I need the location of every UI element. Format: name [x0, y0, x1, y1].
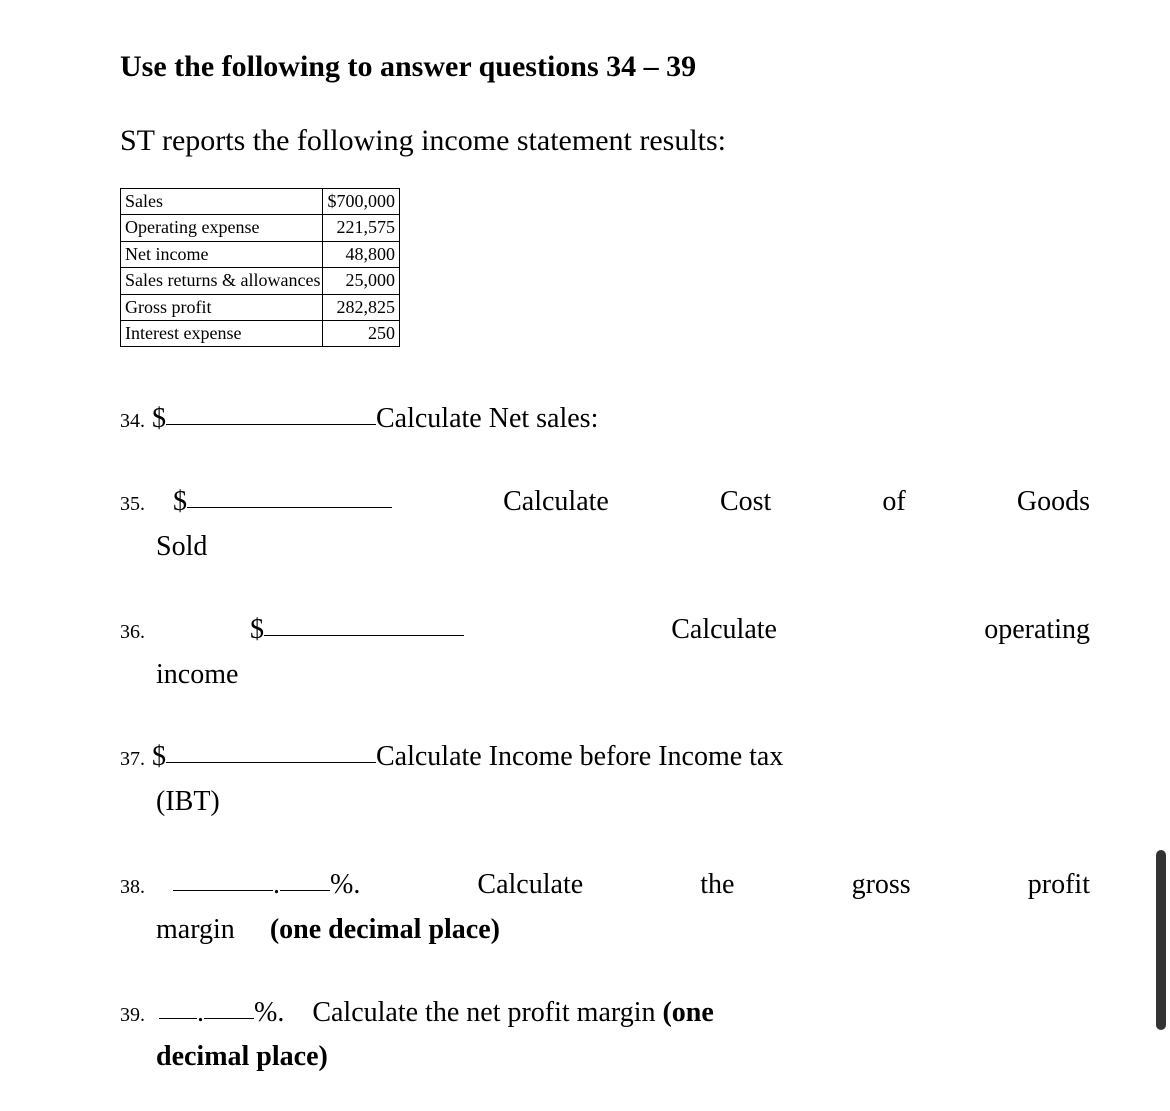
table-cell-label: Net income [121, 241, 323, 267]
table-cell-label: Operating expense [121, 215, 323, 241]
table-row: Interest expense 250 [121, 320, 400, 346]
question-line2: income [120, 653, 1090, 698]
table-row: Net income 48,800 [121, 241, 400, 267]
table-row: Operating expense 221,575 [121, 215, 400, 241]
word: Goods [1017, 480, 1090, 525]
question-39: 39. .%. Calculate the net profit margin … [120, 991, 1090, 1081]
question-38: 38. .%. Calculate the gross profit margi… [120, 863, 1090, 953]
answer-blank-int[interactable] [159, 1018, 197, 1019]
line2-word: margin [156, 914, 235, 945]
table-cell-value: 282,825 [323, 294, 400, 320]
answer-blank[interactable] [166, 762, 376, 763]
table-cell-value: 221,575 [323, 215, 400, 241]
question-number: 36. [120, 621, 145, 643]
dollar-prefix: $ [152, 403, 166, 434]
word: Calculate [477, 863, 583, 908]
word: operating [984, 608, 1090, 653]
word: gross [852, 863, 911, 908]
decimal-point: . [197, 997, 204, 1028]
question-line2: margin (one decimal place) [120, 908, 1090, 953]
question-34: 34. $ Calculate Net sales: [120, 397, 1090, 442]
bold-text: (one [662, 997, 713, 1028]
percent-sign: %. [254, 997, 284, 1028]
income-statement-table: Sales $700,000 Operating expense 221,575… [120, 188, 400, 347]
word: profit [1028, 863, 1090, 908]
question-text: Calculate the net profit margin [312, 997, 655, 1028]
dollar-prefix: $ [173, 486, 187, 517]
context-subheading: ST reports the following income statemen… [120, 124, 1090, 158]
question-35: 35. $ Calculate Cost of Goods Sold [120, 480, 1090, 570]
percent-sign: %. [330, 869, 360, 900]
instruction-heading: Use the following to answer questions 34… [120, 50, 1090, 84]
question-37: 37. $Calculate Income before Income tax … [120, 735, 1090, 825]
table-row: Sales $700,000 [121, 189, 400, 215]
question-number: 37. [120, 748, 145, 770]
table-cell-value: 25,000 [323, 268, 400, 294]
question-number: 39. [120, 1004, 145, 1026]
question-text: Calculate Net sales: [376, 403, 598, 434]
word: Cost [720, 480, 771, 525]
table-row: Sales returns & allowances 25,000 [121, 268, 400, 294]
answer-blank[interactable] [166, 424, 376, 425]
word: the [700, 863, 734, 908]
table-cell-value: $700,000 [323, 189, 400, 215]
table-cell-label: Gross profit [121, 294, 323, 320]
word: Calculate [503, 480, 609, 525]
questions-block: 34. $ Calculate Net sales: 35. $ Calculat… [120, 397, 1090, 1080]
dollar-prefix: $ [250, 614, 264, 645]
table-cell-value: 48,800 [323, 241, 400, 267]
question-number: 34. [120, 410, 145, 432]
scrollbar-thumb[interactable] [1156, 850, 1166, 1030]
table-row: Gross profit 282,825 [121, 294, 400, 320]
question-line2: decimal place) [120, 1035, 1090, 1080]
question-36: 36. $ Calculate operating income [120, 608, 1090, 698]
line2-bold: (one decimal place) [270, 914, 500, 945]
answer-blank-dec[interactable] [280, 890, 330, 891]
answer-blank[interactable] [264, 635, 464, 636]
question-number: 35. [120, 493, 145, 515]
table-cell-label: Interest expense [121, 320, 323, 346]
word: of [882, 480, 905, 525]
table-cell-value: 250 [323, 320, 400, 346]
question-number: 38. [120, 876, 145, 898]
answer-blank-int[interactable] [173, 890, 273, 891]
table-cell-label: Sales returns & allowances [121, 268, 323, 294]
question-text: Calculate Income before Income tax [376, 741, 783, 772]
answer-blank[interactable] [187, 507, 392, 508]
scrollbar-track[interactable] [1152, 0, 1166, 1111]
word: Calculate [671, 608, 777, 653]
dollar-prefix: $ [152, 741, 166, 772]
question-line2: Sold [120, 525, 1090, 570]
question-line2: (IBT) [120, 780, 1090, 825]
decimal-point: . [273, 869, 280, 900]
table-cell-label: Sales [121, 189, 323, 215]
answer-blank-dec[interactable] [204, 1018, 254, 1019]
